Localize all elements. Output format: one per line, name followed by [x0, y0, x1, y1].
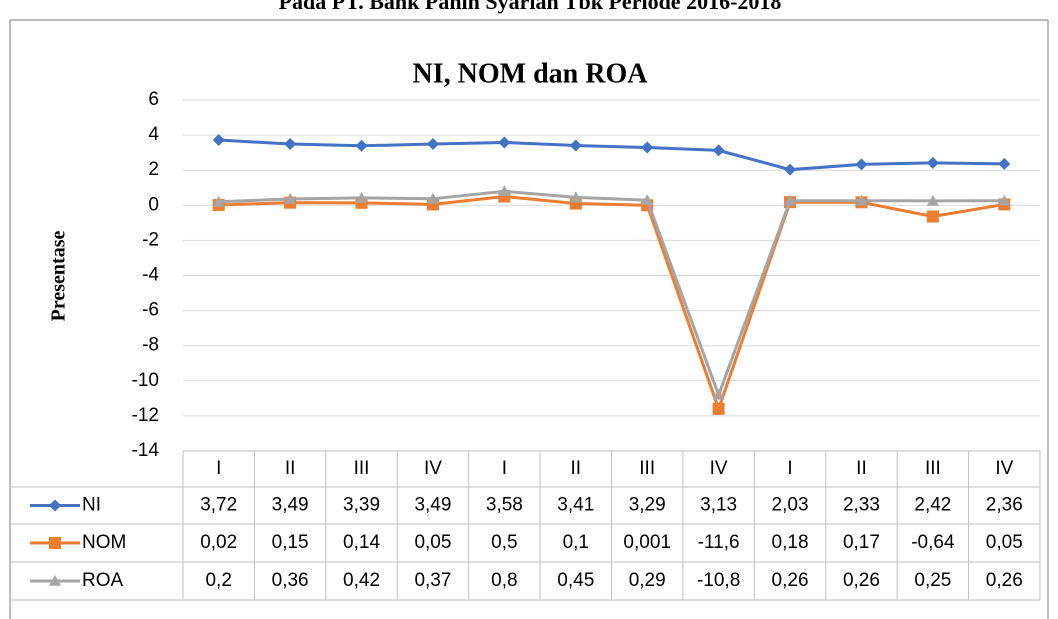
series-line [218, 195, 1005, 414]
data-point [641, 141, 654, 154]
y-tick-label: 6 [148, 89, 159, 110]
y-tick-label: -4 [142, 265, 159, 286]
data-point [712, 388, 725, 400]
table-value: -0,64 [911, 532, 955, 553]
x-tick-label: I [502, 458, 507, 479]
data-point [784, 163, 797, 176]
table-value: 2,36 [986, 495, 1023, 516]
table-value: 0,26 [843, 570, 880, 591]
data-point [712, 402, 725, 415]
table-value: 0,14 [343, 532, 380, 553]
y-tick-label: -8 [142, 335, 159, 356]
y-tick-label: -6 [142, 300, 159, 321]
x-tick-label: IV [995, 458, 1013, 479]
data-point [926, 210, 939, 223]
x-tick-label: IV [424, 458, 442, 479]
data-point [498, 136, 511, 149]
y-tick-label: 0 [148, 194, 159, 215]
data-point [926, 156, 939, 169]
x-tick-label: II [571, 458, 582, 479]
data-point [712, 144, 725, 157]
table-value: 0,25 [914, 570, 951, 591]
table-value: 0,18 [772, 532, 809, 553]
table-value: 0,26 [986, 570, 1023, 591]
x-tick-label: III [639, 458, 655, 479]
data-point [284, 138, 297, 151]
table-value: 0,42 [343, 570, 380, 591]
x-tick-label: I [787, 458, 792, 479]
series-line [218, 189, 1005, 400]
legend-label: ROA [82, 570, 124, 591]
x-tick-label: III [354, 458, 370, 479]
table-value: 0,15 [272, 532, 309, 553]
data-point [284, 192, 297, 204]
data-point [498, 185, 511, 197]
data-point [926, 194, 939, 206]
x-tick-label: IV [710, 458, 728, 479]
page-heading: Pada PT. Bank Panin Syariah Tbk Periode … [279, 0, 782, 14]
table-value: 0,8 [491, 570, 517, 591]
table-value: 3,72 [200, 495, 237, 516]
table-value: 0,37 [414, 570, 451, 591]
legend-label: NI [82, 495, 101, 516]
table-value: 3,41 [557, 495, 594, 516]
table-value: 0,05 [986, 532, 1023, 553]
data-point [998, 157, 1011, 170]
data-point [998, 194, 1011, 206]
x-tick-label: III [925, 458, 941, 479]
table-value: 3,13 [700, 495, 737, 516]
legend-label: NOM [82, 532, 126, 553]
table-value: 0,17 [843, 532, 880, 553]
x-tick-label: II [285, 458, 296, 479]
y-tick-label: -2 [142, 229, 159, 250]
x-tick-label: II [856, 458, 867, 479]
data-point [569, 191, 582, 203]
table-value: 3,39 [343, 495, 380, 516]
table-value: -10,8 [697, 570, 740, 591]
x-tick-label: I [216, 458, 221, 479]
data-point [784, 194, 797, 206]
series-line [218, 138, 1005, 172]
data-point [212, 195, 225, 207]
data-point [426, 138, 439, 151]
table-value: 3,49 [414, 495, 451, 516]
y-tick-label: 4 [148, 124, 159, 145]
table-value: 0,05 [414, 532, 451, 553]
data-point [355, 191, 368, 203]
data-point [855, 158, 868, 171]
table-value: 0,5 [491, 532, 517, 553]
y-tick-label: 2 [148, 159, 159, 180]
data-point [426, 192, 439, 204]
data-point [49, 499, 61, 512]
data-point [569, 139, 582, 152]
data-point [641, 194, 654, 206]
table-value: 0,1 [563, 532, 589, 553]
table-value: 0,001 [623, 532, 671, 553]
table-value: 0,02 [200, 532, 237, 553]
table-value: 2,03 [772, 495, 809, 516]
y-tick-label: -12 [132, 405, 159, 426]
data-point [49, 575, 61, 586]
data-point [49, 537, 61, 549]
data-point [855, 194, 868, 206]
table-value: 3,49 [272, 495, 309, 516]
data-point [355, 139, 368, 152]
table-value: 0,45 [557, 570, 594, 591]
table-value: 0,26 [772, 570, 809, 591]
table-value: -11,6 [698, 532, 740, 553]
table-value: 0,29 [629, 570, 666, 591]
y-tick-label: -14 [132, 440, 160, 461]
table-value: 2,33 [843, 495, 880, 516]
y-tick-label: -10 [132, 370, 159, 391]
table-value: 0,36 [272, 570, 309, 591]
table-value: 0,2 [205, 570, 231, 591]
table-value: 3,58 [486, 495, 523, 516]
table-value: 3,29 [629, 495, 666, 516]
data-point [212, 134, 225, 147]
y-axis-label: Presentase [48, 231, 70, 322]
table-value: 2,42 [914, 495, 951, 516]
chart-frame [9, 19, 1049, 619]
chart-title: NI, NOM dan ROA [413, 58, 649, 89]
